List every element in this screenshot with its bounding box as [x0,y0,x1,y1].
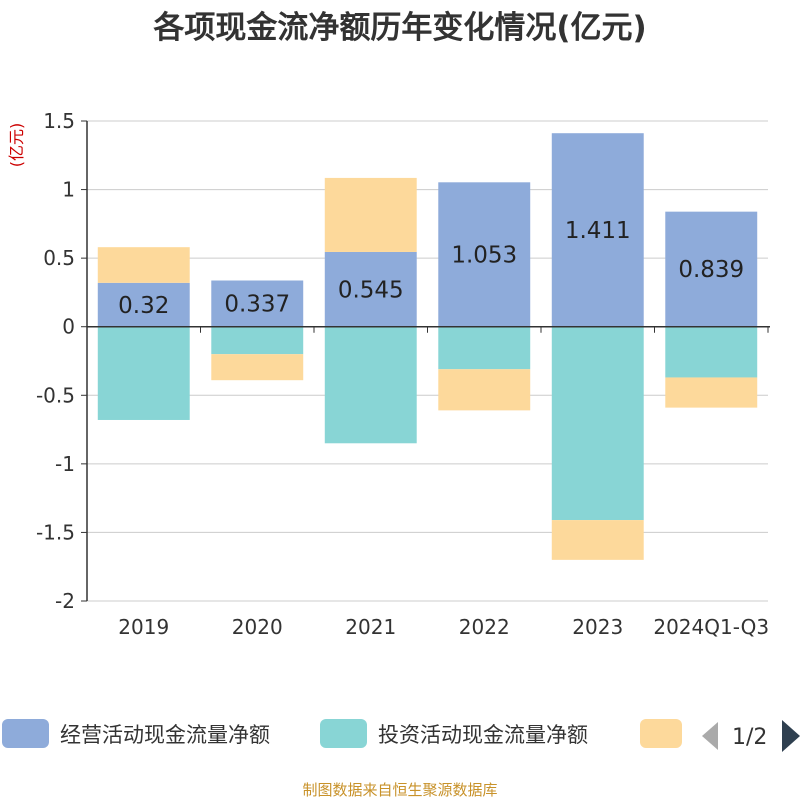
bar-series0-2019 [97,282,190,327]
data-label: 0.32 [118,293,169,319]
bar-series2-2022 [438,369,531,411]
bar-series0-2020 [211,280,304,327]
next-page-icon[interactable] [782,720,800,752]
x-tick-label: 2019 [118,615,169,639]
y-axis-unit: (亿元) [7,123,26,168]
y-tick-labels: 1.5 1 0.5 0 -0.5 -1 -1.5 -2 [36,109,75,613]
legend-swatch-operating [2,719,49,748]
legend: 经营活动现金流量净额 投资活动现金流量净额 [2,719,682,748]
chart-title: 各项现金流净额历年变化情况(亿元) [152,10,646,46]
bar-series1-2022 [438,326,531,370]
y-tick-label: -1 [55,452,75,476]
bar-series1-2024Q1-Q3 [665,326,758,378]
bar-series0-2021 [324,251,417,327]
x-tick-label: 2023 [572,615,623,639]
x-tick-labels: 2019 2020 2021 2022 2023 2024Q1-Q3 [118,615,769,639]
bar-series0-2022 [438,182,531,327]
legend-label-operating: 经营活动现金流量净额 [60,723,270,747]
bar-series1-2021 [324,326,417,444]
data-label: 1.053 [451,243,517,269]
footer-source: 制图数据来自恒生聚源数据库 [302,781,497,799]
bar-series1-2019 [97,326,190,420]
y-tick-label: 0 [62,315,75,339]
legend-label-investing: 投资活动现金流量净额 [378,723,588,747]
bar-series1-2023 [551,326,644,521]
bar-series2-2023 [551,520,644,560]
bar-series2-2021 [324,177,417,252]
data-label: 0.545 [338,277,404,303]
bar-series2-2020 [211,354,304,381]
data-labels: 0.32 0.337 0.545 1.053 1.411 0.839 [118,218,744,319]
x-tick-label: 2024Q1-Q3 [653,615,769,639]
x-tick-label: 2022 [459,615,510,639]
y-tick-label: -2 [55,589,75,613]
x-tick-label: 2020 [232,615,283,639]
legend-page-indicator: 1/2 [732,725,767,750]
y-tick-label: 1.5 [43,109,75,133]
y-tick-label: 0.5 [43,246,75,270]
prev-page-icon[interactable] [702,722,718,750]
data-label: 0.337 [224,292,290,318]
y-tick-label: 1 [62,178,75,202]
data-label: 1.411 [565,218,631,244]
data-label: 0.839 [678,257,744,283]
bars [97,133,758,560]
legend-swatch-investing [320,719,367,748]
y-tick-label: -0.5 [36,383,75,407]
bar-series2-2024Q1-Q3 [665,377,758,408]
legend-pager: 1/2 [702,720,800,752]
x-tick-label: 2021 [345,615,396,639]
bar-series0-2023 [551,133,644,327]
bar-series2-2019 [97,247,190,283]
y-tick-label: -1.5 [36,520,75,544]
bar-series1-2020 [211,326,304,355]
axes [81,120,770,602]
legend-swatch-third [640,719,682,748]
bar-series0-2024Q1-Q3 [665,211,758,327]
